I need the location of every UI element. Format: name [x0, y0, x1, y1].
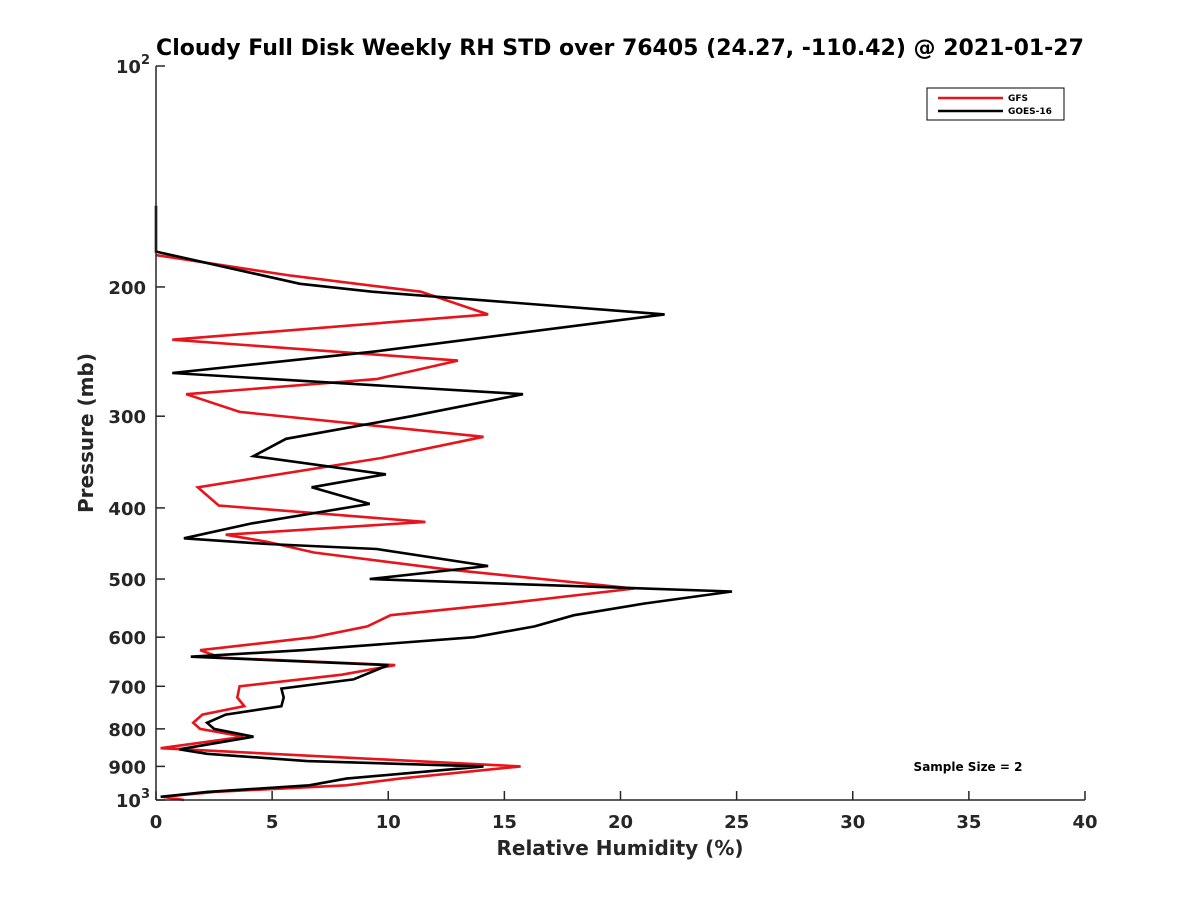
- y-tick-label: 700: [108, 677, 146, 698]
- x-tick-label: 10: [376, 812, 401, 833]
- y-tick-label: 300: [108, 407, 146, 428]
- y-tick-label: 900: [108, 757, 146, 778]
- y-axis-label: Pressure (mb): [74, 353, 98, 513]
- y-tick-label: 103: [116, 787, 150, 812]
- series-line-0: [155, 253, 635, 802]
- legend-label-0: GFS: [1008, 94, 1028, 104]
- y-tick-label: 600: [108, 628, 146, 649]
- y-tick-label: 400: [108, 499, 146, 520]
- y-tick-label: 500: [108, 570, 146, 591]
- x-tick-label: 35: [956, 812, 981, 833]
- series-layer: [154, 205, 733, 802]
- x-tick-label: 0: [150, 812, 163, 833]
- x-tick-label: 25: [724, 812, 749, 833]
- x-tick-label: 5: [266, 812, 279, 833]
- series-line-1: [154, 205, 733, 799]
- x-tick-label: 40: [1072, 812, 1097, 833]
- x-tick-label: 30: [840, 812, 865, 833]
- x-ticks: 0 5 10 15 20 25 30 35 40: [150, 791, 1098, 833]
- legend-label-1: GOES-16: [1008, 107, 1052, 117]
- x-tick-label: 15: [492, 812, 517, 833]
- legend: GFS GOES-16: [926, 87, 1065, 121]
- x-tick-label: 20: [608, 812, 633, 833]
- chart-title: Cloudy Full Disk Weekly RH STD over 7640…: [156, 36, 1084, 61]
- legend-box: [926, 87, 1065, 121]
- y-ticks: 102 200 300 400 500 600 700 800 900 103: [108, 53, 165, 812]
- sample-size-annotation: Sample Size = 2: [914, 760, 1023, 774]
- x-axis-label: Relative Humidity (%): [496, 836, 743, 860]
- y-tick-label: 102: [116, 53, 150, 78]
- y-tick-label: 800: [108, 720, 146, 741]
- y-tick-label: 200: [108, 278, 146, 299]
